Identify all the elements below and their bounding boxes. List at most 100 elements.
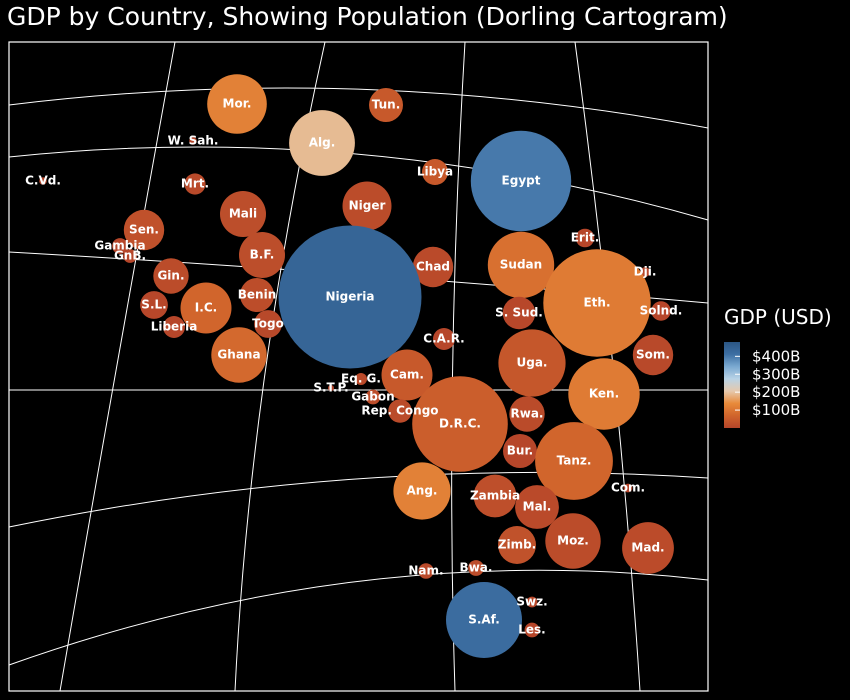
- bubble-benin: [240, 278, 274, 312]
- label-mal: Mal.: [523, 500, 552, 514]
- label-bwa: Bwa.: [460, 561, 493, 575]
- bubble-nigeria: [278, 225, 422, 369]
- label-rwa: Rwa.: [511, 407, 544, 421]
- bubble-uga: [498, 329, 566, 397]
- bubble-b-f: [239, 232, 285, 278]
- label-s-af: S.Af.: [468, 613, 500, 627]
- country-bubbles: Mor. Tun. Alg. W. Sah. Libya Egypt C.Vd. Mrt. Ma…: [25, 74, 682, 658]
- label-s-l: S.L.: [141, 298, 166, 312]
- label-mrt: Mrt.: [181, 177, 209, 191]
- label-togo: Togo: [252, 317, 284, 331]
- bubble-c-a-r: [433, 328, 455, 350]
- bubble-c-vd: [39, 177, 47, 185]
- bubble-gin: [153, 258, 189, 294]
- label-moz: Moz.: [557, 534, 589, 548]
- bubble-mali: [220, 191, 266, 237]
- bubble-liberia: [163, 316, 185, 338]
- graticule-line: [59, 41, 176, 692]
- label-c-vd: C.Vd.: [25, 174, 61, 188]
- label-sen: Sen.: [129, 223, 159, 237]
- label-gin: Gin.: [157, 269, 184, 283]
- bubble-libya: [422, 159, 448, 185]
- label-alg: Alg.: [309, 136, 336, 150]
- label-niger: Niger: [349, 199, 386, 213]
- graticule-line: [8, 569, 709, 666]
- label-ang: Ang.: [407, 484, 438, 498]
- legend-tick-label: $300B: [752, 365, 800, 383]
- bubble-les: [524, 622, 540, 638]
- label-rep-congo: Rep. Congo: [361, 404, 438, 418]
- label-ghana: Ghana: [217, 348, 260, 362]
- bubble-gambia: [112, 238, 128, 254]
- graticule-line: [8, 146, 709, 221]
- label-benin: Benin: [238, 288, 276, 302]
- legend-tick-label: $200B: [752, 383, 800, 401]
- legend-title: GDP (USD): [724, 305, 832, 329]
- bubble-s-af: [446, 582, 522, 658]
- label-c-a-r: C.A.R.: [423, 332, 464, 346]
- label-tanz: Tanz.: [557, 454, 592, 468]
- bubble-eth: [543, 249, 651, 357]
- bubble-ken: [568, 358, 640, 430]
- bubble-togo: [254, 310, 282, 338]
- label-egypt: Egypt: [502, 174, 541, 188]
- bubble-sen: [123, 209, 165, 251]
- label-eth: Eth.: [583, 296, 610, 310]
- bubble-bwa: [468, 560, 484, 576]
- bubble-eq-g: [355, 373, 367, 385]
- bubble-rwa: [509, 396, 545, 432]
- bubble-zimb: [498, 526, 536, 564]
- bubble-ghana: [211, 327, 267, 383]
- label-b-f: B.F.: [250, 248, 275, 262]
- label-nigeria: Nigeria: [325, 290, 374, 304]
- label-sudan: Sudan: [500, 258, 542, 272]
- label-s-sud: S. Sud.: [495, 306, 543, 320]
- bubble-d-r-c: [412, 376, 508, 472]
- label-tun: Tun.: [372, 98, 401, 112]
- label-gnb: GnB.: [114, 249, 146, 263]
- bubble-i-c: [180, 282, 232, 334]
- bubble-moz: [545, 513, 601, 569]
- bubble-w-sah: [189, 137, 197, 145]
- bubble-zambia: [473, 474, 517, 518]
- bubble-niger: [342, 181, 392, 231]
- bubble-com: [623, 483, 633, 493]
- bubble-gnb: [123, 249, 137, 263]
- bubble-chad: [412, 246, 454, 288]
- bubble-sudan: [487, 231, 555, 299]
- label-mor: Mor.: [223, 97, 252, 111]
- legend-tick-label: $400B: [752, 347, 800, 365]
- bubble-s-l: [140, 291, 168, 319]
- label-gabon: Gabon: [351, 390, 394, 404]
- label-som: Som.: [636, 348, 670, 362]
- graticule-line: [8, 87, 709, 129]
- bubble-s-t-p: [328, 385, 334, 391]
- label-uga: Uga.: [517, 356, 548, 370]
- label-w-sah: W. Sah.: [168, 134, 219, 148]
- legend-color-bar: [724, 342, 740, 428]
- bubble-gabon: [365, 389, 381, 405]
- legend-tick-label: $100B: [752, 401, 800, 419]
- bubble-tun: [369, 88, 403, 122]
- label-i-c: I.C.: [195, 301, 217, 315]
- bubble-mor: [207, 74, 267, 134]
- bubble-swz: [526, 596, 538, 608]
- bubble-s-sud: [502, 296, 536, 330]
- label-nam: Nam.: [408, 564, 443, 578]
- chart-title: GDP by Country, Showing Population (Dorl…: [7, 2, 728, 31]
- bubble-mrt: [184, 173, 206, 195]
- bubble-ang: [393, 462, 451, 520]
- label-ken: Ken.: [589, 387, 619, 401]
- label-d-r-c: D.R.C.: [439, 417, 481, 431]
- bubble-alg: [289, 110, 355, 176]
- label-bur: Bur.: [507, 444, 533, 458]
- label-zambia: Zambia: [470, 489, 520, 503]
- map-frame: [8, 41, 709, 692]
- bubble-erit: [575, 228, 595, 248]
- bubble-egypt: [470, 130, 572, 232]
- bubble-nam: [418, 563, 434, 579]
- label-com: Com.: [611, 481, 645, 495]
- label-libya: Libya: [417, 165, 453, 179]
- label-solnd: Solnd.: [640, 304, 683, 318]
